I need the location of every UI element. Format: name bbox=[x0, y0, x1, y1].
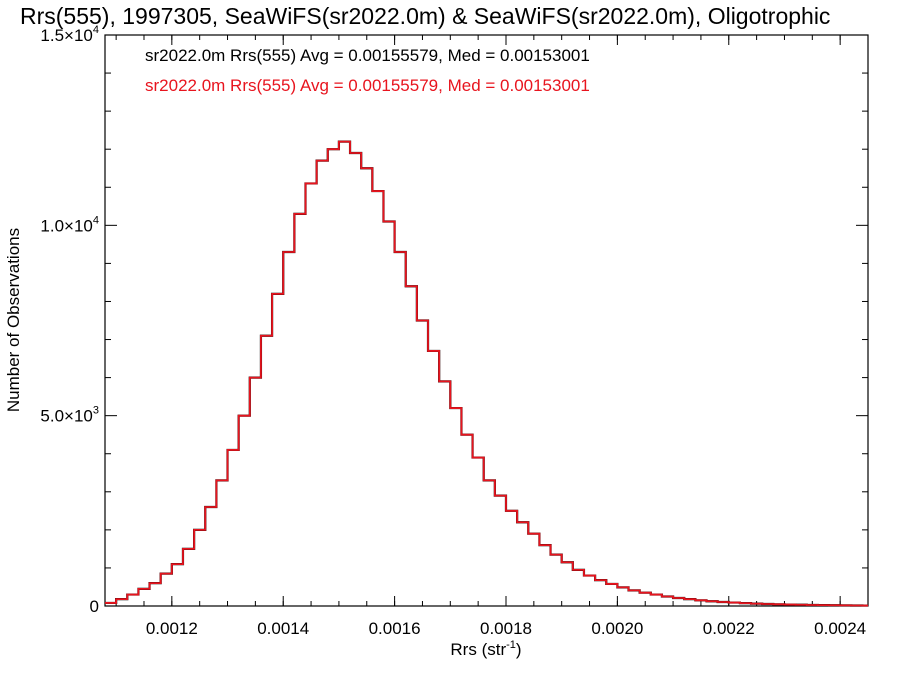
legend-entry-black: sr2022.0m Rrs(555) Avg = 0.00155579, Med… bbox=[145, 46, 590, 65]
legend: sr2022.0m Rrs(555) Avg = 0.00155579, Med… bbox=[145, 46, 590, 95]
y-tick-label: 0 bbox=[90, 597, 99, 616]
series-line-red bbox=[105, 140, 868, 607]
series-lines bbox=[105, 140, 868, 607]
y-axis-label: Number of Observations bbox=[4, 228, 23, 412]
x-tick-label: 0.0016 bbox=[369, 619, 421, 638]
x-tick-label: 0.0020 bbox=[591, 619, 643, 638]
y-tick-label: 5.0×103 bbox=[40, 405, 99, 426]
x-axis-ticks: 0.0012 0.0014 0.0016 0.0018 0.0020 0.0022 0.00… bbox=[115, 35, 869, 638]
x-axis-label: Rrs (str-1) bbox=[450, 639, 521, 659]
y-tick-label: 1.0×104 bbox=[40, 214, 99, 235]
legend-entry-red: sr2022.0m Rrs(555) Avg = 0.00155579, Med… bbox=[145, 76, 590, 95]
x-axis-label-superscript: -1 bbox=[506, 639, 516, 651]
x-tick-label: 0.0022 bbox=[703, 619, 755, 638]
x-tick-label: 0.0012 bbox=[146, 619, 198, 638]
plot-frame bbox=[104, 34, 869, 607]
x-tick-label: 0.0018 bbox=[480, 619, 532, 638]
x-tick-label: 0.0024 bbox=[814, 619, 866, 638]
x-tick-label: 0.0014 bbox=[257, 619, 309, 638]
chart-title: Rrs(555), 1997305, SeaWiFS(sr2022.0m) & … bbox=[20, 3, 830, 29]
y-tick-label: 1.5×104 bbox=[40, 24, 99, 45]
y-axis-ticks: 0 5.0×103 1.0×104 1.5×104 bbox=[40, 24, 868, 616]
axes bbox=[104, 34, 869, 607]
